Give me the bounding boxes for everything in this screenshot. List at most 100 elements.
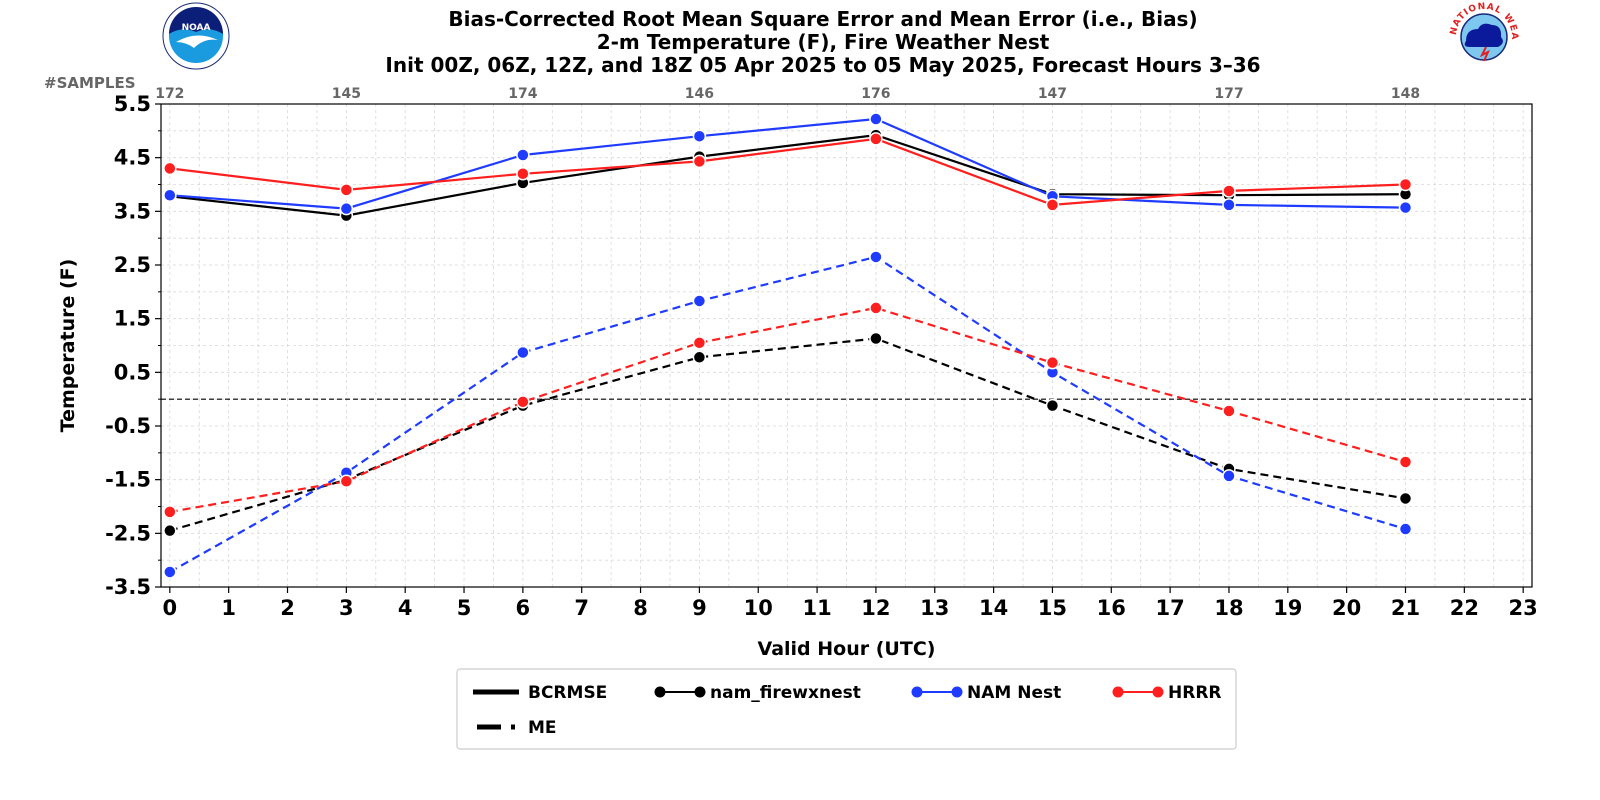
x-tick-label: 22 — [1450, 596, 1479, 620]
grid — [161, 103, 1532, 588]
samples-label: #SAMPLES — [44, 74, 136, 92]
chart-title-line-3: Init 00Z, 06Z, 12Z, and 18Z 05 Apr 2025 … — [385, 53, 1260, 77]
data-point — [692, 294, 707, 308]
data-point — [339, 183, 354, 197]
x-tick-label: 2 — [280, 596, 295, 620]
sample-count-label: 172 — [155, 86, 184, 102]
data-point — [692, 129, 707, 143]
x-tick-label: 3 — [339, 596, 354, 620]
series-line — [169, 306, 1406, 513]
x-tick-label: 12 — [861, 596, 890, 620]
legend-swatch-marker — [654, 686, 666, 698]
data-point — [163, 565, 177, 579]
x-tick-label: 14 — [979, 596, 1008, 620]
data-point — [1045, 398, 1060, 413]
legend-swatch-marker — [911, 686, 923, 698]
x-tick-label: 4 — [398, 596, 413, 620]
x-tick-label: 21 — [1391, 596, 1420, 620]
data-point — [869, 301, 883, 315]
series-line — [169, 117, 1406, 210]
series-line — [169, 255, 1406, 573]
x-tick-label: 7 — [574, 596, 589, 620]
x-axis-label: Valid Hour (UTC) — [758, 638, 936, 660]
legend-item-bcrmse: BCRMSE — [473, 683, 607, 703]
legend-item-me: ME — [477, 718, 557, 738]
sample-count-label: 146 — [685, 86, 714, 102]
sample-count-label: 177 — [1214, 86, 1243, 102]
y-tick-label: -1.5 — [105, 468, 151, 492]
data-point — [869, 331, 883, 346]
data-point — [339, 201, 354, 216]
x-tick-label: 19 — [1273, 596, 1302, 620]
y-tick-label: -0.5 — [105, 414, 151, 438]
x-tick-label: 23 — [1509, 596, 1538, 620]
data-point — [1398, 522, 1413, 536]
legend: BCRMSE nam_firewxnest NAM Nest HRRR ME — [456, 668, 1237, 750]
series-line — [169, 133, 1406, 217]
data-point — [692, 350, 707, 365]
x-tick-label: 6 — [516, 596, 531, 620]
y-tick-label: 0.5 — [114, 360, 151, 384]
legend-label: BCRMSE — [528, 683, 607, 703]
sample-count-label: 147 — [1038, 86, 1067, 102]
data-point — [339, 474, 354, 489]
legend-item-nam_firewxnest: nam_firewxnest — [654, 683, 861, 703]
y-tick-label: 5.5 — [114, 92, 151, 116]
legend-label: ME — [528, 718, 557, 738]
x-tick-label: 13 — [920, 596, 949, 620]
series-me-nam-nest — [163, 250, 1413, 579]
noaa-logo: NOAA — [162, 2, 230, 70]
data-point — [516, 167, 530, 181]
x-tick-label: 9 — [692, 596, 707, 620]
y-tick-label: -3.5 — [105, 575, 151, 599]
legend-swatch-marker — [1112, 686, 1124, 698]
data-point — [1222, 184, 1236, 198]
data-point — [516, 395, 530, 409]
series-line — [169, 137, 1406, 207]
data-point — [516, 345, 530, 360]
data-point — [163, 188, 177, 202]
data-point — [1398, 455, 1413, 469]
legend-item-nam-nest: NAM Nest — [911, 683, 1061, 703]
legend-box — [456, 668, 1237, 750]
data-point — [163, 161, 177, 176]
chart-title-line-2: 2-m Temperature (F), Fire Weather Nest — [597, 30, 1050, 54]
legend-swatch-marker — [951, 686, 963, 698]
legend-label: nam_firewxnest — [710, 683, 861, 703]
x-tick-label: 18 — [1214, 596, 1243, 620]
legend-swatch-marker — [1152, 686, 1164, 698]
y-tick-label: 4.5 — [114, 146, 151, 170]
chart-title-line-1: Bias-Corrected Root Mean Square Error an… — [448, 7, 1197, 31]
series-bcrmse-nam-nest — [163, 112, 1413, 216]
data-point — [163, 505, 177, 519]
legend-swatch-marker — [694, 686, 706, 698]
sample-count-label: 145 — [332, 86, 361, 102]
x-tick-label: 5 — [457, 596, 472, 620]
legend-item-hrrr: HRRR — [1112, 683, 1222, 703]
data-point — [692, 154, 707, 169]
data-point — [163, 523, 177, 538]
data-point — [1398, 177, 1413, 192]
y-tick-label: 3.5 — [114, 199, 151, 223]
x-tick-label: 1 — [221, 596, 236, 620]
x-tick-label: 15 — [1038, 596, 1067, 620]
nws-logo: NATIONAL WEATHER SERVICE — [1449, 2, 1518, 70]
y-tick-label: -2.5 — [105, 521, 151, 545]
data-point — [1398, 200, 1413, 215]
x-tick-label: 0 — [163, 596, 178, 620]
data-point — [1398, 491, 1413, 506]
series-me-hrrr — [163, 301, 1413, 519]
data-point — [869, 250, 883, 264]
x-tick-label: 17 — [1156, 596, 1185, 620]
data-point — [1222, 469, 1236, 483]
x-tick-label: 20 — [1332, 596, 1361, 620]
data-point — [1222, 198, 1236, 212]
data-point — [869, 132, 883, 146]
y-tick-label: 2.5 — [114, 253, 151, 277]
x-tick-label: 11 — [802, 596, 831, 620]
data-point — [1222, 404, 1236, 418]
y-tick-label: 1.5 — [114, 307, 151, 331]
sample-count-label: 176 — [861, 86, 890, 102]
data-point — [869, 112, 883, 126]
